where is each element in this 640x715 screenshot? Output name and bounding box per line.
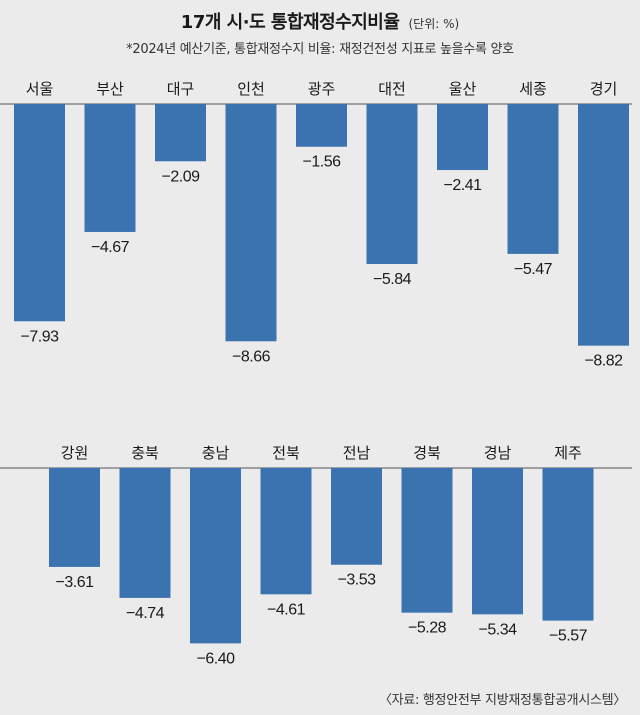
category-label: 광주: [308, 80, 336, 98]
bar-충북: [119, 468, 171, 598]
data-label: −2.41: [444, 177, 483, 194]
data-label: −5.47: [514, 261, 553, 278]
category-label: 경기: [590, 80, 618, 98]
chart-subtitle: *2024년 예산기준, 통합재정수지 비율: 재정건전성 지표로 높을수록 양…: [126, 42, 514, 57]
data-label: −3.53: [338, 572, 377, 589]
data-label: −6.40: [197, 650, 236, 667]
category-label: 대구: [167, 80, 195, 98]
source-note: 〈자료: 행정안전부 지방재정통합공개시스템〉: [378, 693, 626, 708]
bar-경북: [401, 468, 453, 613]
category-label: 강원: [61, 444, 89, 462]
bar-울산: [437, 104, 488, 171]
bar-세종: [507, 104, 559, 254]
category-label: 충남: [202, 444, 230, 462]
bar-강원: [49, 468, 100, 567]
category-label: 울산: [449, 80, 477, 98]
data-label: −5.28: [408, 620, 447, 637]
bar-부산: [84, 104, 136, 232]
data-label: −7.93: [21, 328, 60, 345]
category-label: 충북: [131, 444, 159, 462]
bar-제주: [542, 468, 594, 621]
bar-대전: [366, 104, 418, 265]
data-label: −5.84: [373, 271, 412, 288]
category-label: 인천: [237, 80, 265, 98]
category-label: 경북: [413, 444, 441, 462]
data-label: −5.34: [479, 621, 518, 638]
category-label: 대전: [378, 80, 406, 98]
category-label: 전북: [272, 444, 300, 462]
category-label: 경남: [484, 444, 512, 462]
data-label: −4.61: [267, 601, 306, 618]
bar-서울: [14, 104, 65, 322]
category-label: 제주: [554, 444, 582, 462]
bar-광주: [296, 104, 347, 147]
chart-title-row: 17개 시·도 통합재정수지비율 (단위: %): [0, 8, 640, 34]
bar-전남: [331, 468, 382, 565]
data-label: −4.67: [91, 239, 130, 256]
data-label: −3.61: [56, 574, 95, 591]
data-label: −5.57: [549, 628, 588, 645]
bar-충남: [190, 468, 241, 644]
bar-경남: [472, 468, 523, 615]
category-label: 전남: [343, 444, 371, 462]
data-label: −8.66: [232, 348, 271, 365]
bar-경기: [578, 104, 629, 346]
bar-인천: [225, 104, 277, 342]
data-label: −4.74: [126, 605, 165, 622]
bar-대구: [155, 104, 206, 162]
chart-title: 17개 시·도 통합재정수지비율: [180, 12, 400, 33]
category-label: 세종: [519, 80, 547, 98]
category-label: 부산: [96, 80, 124, 98]
category-label: 서울: [26, 80, 54, 98]
data-label: −2.09: [162, 168, 201, 185]
data-label: −8.82: [585, 353, 624, 370]
data-label: −1.56: [303, 154, 342, 171]
unit-label: (단위: %): [408, 17, 460, 31]
bar-전북: [260, 468, 312, 595]
